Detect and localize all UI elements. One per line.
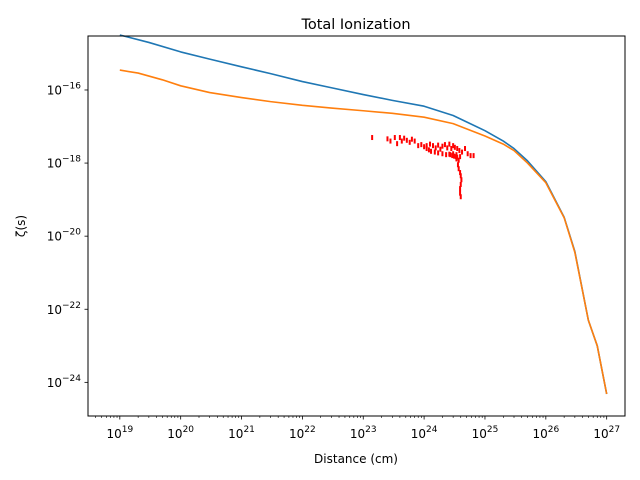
series-point-2-61 — [455, 156, 458, 162]
series-point-2-18 — [434, 145, 437, 151]
x-tick-label-8: 1027 — [593, 425, 620, 441]
series-point-2-50 — [441, 151, 444, 157]
series-point-2-2 — [389, 138, 392, 144]
series-point-2-19 — [437, 142, 440, 148]
series-layer — [119, 34, 608, 395]
series-point-2-9 — [408, 139, 411, 145]
series-point-2-51 — [437, 150, 440, 156]
series-line-1 — [119, 69, 608, 395]
series-point-2-39 — [459, 170, 462, 176]
x-axis-label: Distance (cm) — [314, 452, 398, 466]
series-point-2-13 — [420, 142, 423, 148]
x-tick-label-3: 1022 — [289, 425, 316, 441]
series-point-2-25 — [450, 146, 453, 152]
series-point-2-53 — [430, 148, 433, 154]
series-point-2-8 — [405, 137, 408, 143]
series-point-2-49 — [445, 152, 448, 158]
series-point-2-6 — [400, 138, 403, 144]
y-axis-label: ζ(s) — [14, 215, 28, 237]
series-point-2-32 — [466, 151, 469, 157]
series-point-2-30 — [461, 149, 464, 155]
series-point-2-29 — [458, 148, 461, 154]
series-point-2-16 — [429, 141, 432, 147]
series-point-2-34 — [472, 153, 475, 159]
series-point-2-26 — [452, 143, 455, 149]
series-point-2-12 — [417, 143, 420, 149]
series-point-2-14 — [423, 144, 426, 150]
series-point-2-37 — [456, 162, 459, 168]
ticks-layer: 1019 1020 1021 1022 1023 1024 1025 1026 1027 10−1… — [47, 81, 620, 441]
series-point-2-33 — [469, 153, 472, 159]
series-point-2-22 — [443, 142, 446, 148]
series-point-2-23 — [446, 145, 449, 151]
series-point-2-3 — [393, 135, 396, 141]
series-point-2-5 — [398, 135, 401, 141]
series-point-2-27 — [453, 144, 456, 150]
series-point-2-10 — [410, 136, 413, 142]
series-point-2-7 — [403, 135, 406, 141]
series-point-2-20 — [439, 146, 442, 152]
y-tick-label-2: 10−20 — [47, 228, 82, 244]
plot-frame — [87, 35, 626, 417]
y-tick-label-4: 10−24 — [47, 374, 82, 390]
series-point-2-45 — [459, 194, 462, 200]
series-point-2-52 — [433, 149, 436, 155]
y-tick-label-0: 10−16 — [47, 81, 82, 97]
series-point-2-28 — [456, 146, 459, 152]
series-point-2-11 — [413, 138, 416, 144]
series-point-2-24 — [448, 141, 451, 147]
series-point-2-4 — [396, 141, 399, 147]
series-point-2-40 — [459, 173, 462, 179]
series-point-2-55 — [425, 146, 428, 152]
series-point-2-42 — [459, 181, 462, 187]
y-tick-label-1: 10−18 — [47, 155, 82, 171]
series-point-2-43 — [459, 186, 462, 192]
x-tick-label-4: 1023 — [350, 425, 377, 441]
series-point-2-0 — [371, 135, 374, 141]
y-tick-label-3: 10−22 — [47, 301, 81, 317]
series-point-2-1 — [386, 136, 389, 142]
x-tick-label-5: 1024 — [411, 425, 438, 441]
chart-title: Total Ionization — [300, 17, 410, 33]
series-point-2-15 — [425, 143, 428, 149]
x-tick-label-2: 1021 — [228, 425, 255, 441]
x-tick-label-1: 1020 — [167, 425, 194, 441]
series-point-2-56 — [451, 153, 454, 159]
series-point-2-21 — [441, 143, 444, 149]
series-point-2-57 — [453, 153, 456, 159]
x-tick-label-0: 1019 — [106, 425, 133, 441]
series-point-2-54 — [427, 147, 430, 153]
x-tick-label-6: 1025 — [472, 425, 499, 441]
series-point-2-35 — [459, 154, 462, 160]
series-point-2-31 — [464, 146, 467, 152]
series-point-2-44 — [459, 190, 462, 196]
series-point-2-17 — [432, 143, 434, 149]
series-point-2-38 — [457, 166, 460, 172]
x-tick-label-7: 1026 — [532, 425, 559, 441]
series-point-2-60 — [449, 152, 452, 158]
series-point-2-36 — [457, 157, 460, 163]
series-point-2-41 — [460, 177, 463, 183]
